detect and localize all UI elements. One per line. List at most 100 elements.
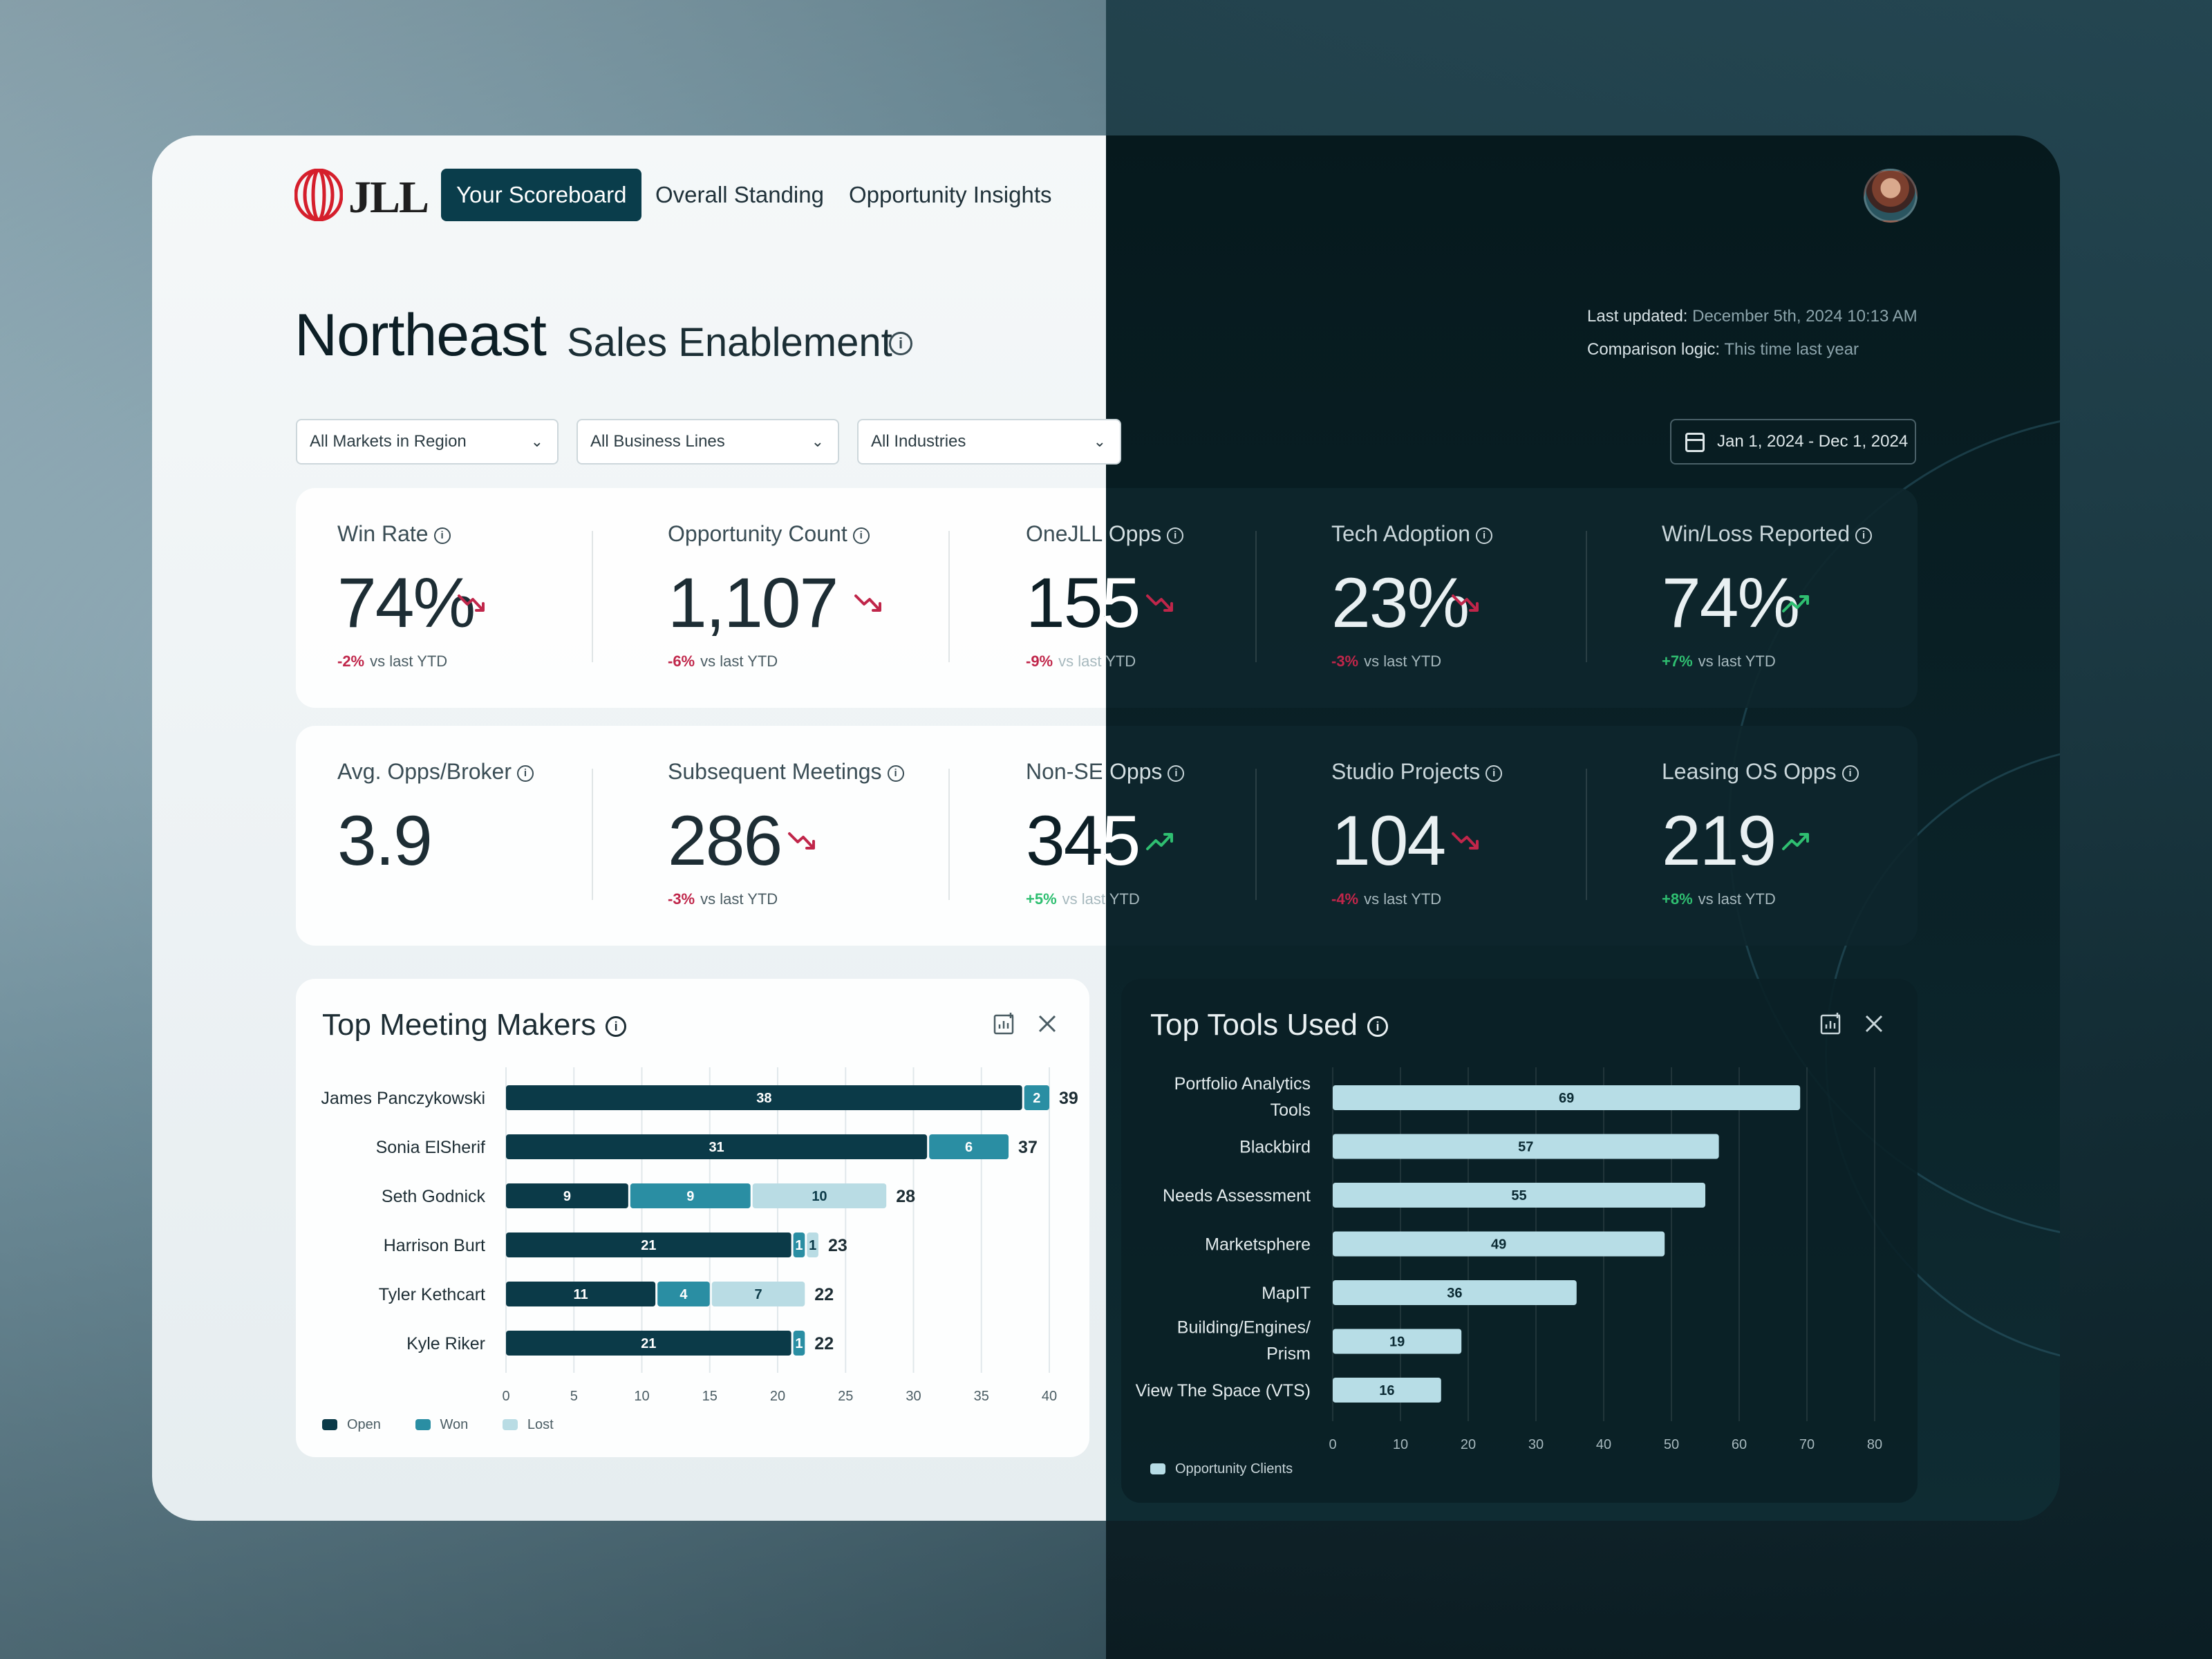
bar-segment-lost[interactable] (752, 1183, 887, 1208)
stat-delta: +8% vs last YTD (1662, 890, 1776, 908)
info-icon[interactable]: i (1167, 527, 1184, 544)
chart-settings-icon[interactable] (993, 1012, 1016, 1035)
stat-divider (1255, 531, 1257, 662)
stat-label-text: Opportunity Count (668, 521, 847, 546)
info-icon[interactable]: i (1168, 765, 1185, 782)
bar-segment-open[interactable] (506, 1134, 928, 1159)
x-tick-label: 30 (906, 1389, 921, 1404)
stat-delta: +7% vs last YTD (1662, 653, 1776, 671)
bar-segment-won[interactable] (793, 1331, 805, 1356)
bar-total-label: 22 (814, 1285, 834, 1304)
info-icon[interactable]: i (889, 332, 912, 355)
bar-value-label: 19 (1389, 1335, 1405, 1350)
last-updated: Last updated: December 5th, 2024 10:13 A… (1587, 307, 1918, 326)
bar-segment-open[interactable] (506, 1183, 628, 1208)
user-avatar[interactable] (1864, 169, 1918, 223)
bar-segment-won[interactable] (630, 1183, 751, 1208)
tab-overall-standing[interactable]: Overall Standing (655, 182, 824, 207)
close-icon[interactable] (1035, 1012, 1059, 1035)
close-icon[interactable] (1862, 1012, 1886, 1035)
bar-value-label: 10 (812, 1189, 827, 1204)
bar[interactable] (1333, 1231, 1665, 1257)
bar-segment-open[interactable] (506, 1232, 791, 1257)
bar-value-label: 7 (754, 1287, 762, 1302)
date-range-picker[interactable]: Jan 1, 2024 - Dec 1, 2024 (1670, 419, 1916, 465)
stat-delta-label: vs last YTD (1364, 653, 1442, 670)
stat-delta-value: -6% (668, 653, 695, 670)
x-tick-label: 0 (502, 1389, 509, 1404)
info-icon[interactable]: i (1476, 527, 1493, 544)
info-icon[interactable]: i (1855, 527, 1873, 544)
markets-dropdown[interactable]: All Markets in Region ⌄ (296, 419, 559, 465)
x-tick-label: 30 (1528, 1437, 1544, 1449)
info-icon[interactable]: i (1485, 765, 1503, 782)
panel-title: Top Meeting Makers i (322, 1008, 627, 1042)
tab-opportunity-insights[interactable]: Opportunity Insights (849, 182, 1052, 207)
business-lines-dropdown[interactable]: All Business Lines ⌄ (577, 419, 839, 465)
bar[interactable] (1333, 1378, 1441, 1403)
info-icon[interactable]: i (852, 527, 870, 544)
bar-value-label: 49 (1491, 1237, 1506, 1253)
stat-delta-value: -3% (1331, 653, 1359, 670)
stat-value: 1,107 (668, 563, 838, 642)
comparison-value: This time last year (1724, 340, 1859, 359)
bar[interactable] (1333, 1280, 1577, 1305)
stat-card-win-loss-reported: Win/Loss Reported i 74% +7% vs last YTD (1662, 521, 1873, 670)
bar[interactable] (1333, 1329, 1462, 1354)
stat-card-subsequent-meetings: Subsequent Meetings i 286 -3% vs last YTD (668, 759, 904, 908)
category-label: Needs Assessment (1163, 1186, 1311, 1206)
bar-segment-won[interactable] (793, 1232, 805, 1257)
stat-value: 74% (337, 563, 476, 642)
stat-label: Studio Projects i (1331, 759, 1503, 785)
bar-value-label: 6 (965, 1140, 973, 1155)
trend-up-icon (1146, 833, 1173, 850)
calendar-icon (1685, 433, 1705, 452)
info-icon[interactable]: i (887, 765, 904, 782)
x-tick-label: 40 (1596, 1437, 1611, 1449)
info-icon[interactable]: i (516, 765, 534, 782)
trend-up-icon (1782, 833, 1809, 850)
bar-segment-lost[interactable] (807, 1232, 818, 1257)
bar-segment-open[interactable] (506, 1282, 656, 1306)
bar-segment-lost[interactable] (711, 1282, 805, 1306)
bar-value-label: 2 (1033, 1091, 1040, 1106)
stat-delta-value: +8% (1662, 890, 1693, 908)
category-label: James Panczykowski (321, 1089, 485, 1108)
bar-value-label: 11 (573, 1287, 588, 1302)
stat-divider (1255, 769, 1257, 900)
industries-dropdown[interactable]: All Industries ⌄ (857, 419, 1121, 465)
stat-card-studio-projects: Studio Projects i 104 -4% vs last YTD (1331, 759, 1503, 908)
bar-segment-won[interactable] (929, 1134, 1009, 1159)
bar-segment-won[interactable] (1024, 1085, 1049, 1110)
x-tick-label: 10 (1393, 1437, 1408, 1449)
bar-segment-open[interactable] (506, 1331, 791, 1356)
stat-card-leasing-os-opps: Leasing OS Opps i 219 +8% vs last YTD (1662, 759, 1859, 908)
info-icon[interactable]: i (606, 1016, 627, 1037)
bar-segment-won[interactable] (657, 1282, 710, 1306)
stat-divider (592, 769, 593, 900)
bar[interactable] (1333, 1183, 1705, 1208)
x-tick-label: 35 (974, 1389, 989, 1404)
chart-legend: Open Won Lost (322, 1417, 584, 1433)
info-icon[interactable]: i (433, 527, 451, 544)
category-label: Kyle Riker (406, 1334, 485, 1353)
x-tick-label: 15 (702, 1389, 718, 1404)
bar[interactable] (1333, 1085, 1801, 1110)
x-tick-label: 5 (570, 1389, 578, 1404)
info-icon[interactable]: i (1367, 1016, 1389, 1037)
stat-label-text: Avg. Opps/Broker (337, 759, 512, 784)
bar-total-label: 22 (814, 1334, 834, 1353)
panel-title-text: Top Meeting Makers (322, 1008, 597, 1042)
category-label: Harrison Burt (384, 1236, 485, 1255)
tab-your-scoreboard[interactable]: Your Scoreboard (441, 169, 642, 221)
trend-down-icon (854, 594, 881, 612)
chart-settings-icon[interactable] (1819, 1012, 1843, 1035)
jll-logo[interactable]: JLL (294, 169, 429, 223)
stat-label-text: Leasing OS Opps (1662, 759, 1837, 784)
bar-segment-open[interactable] (506, 1085, 1022, 1110)
trend-down-icon (458, 594, 485, 612)
last-updated-label: Last updated: (1587, 307, 1688, 326)
info-icon[interactable]: i (1841, 765, 1859, 782)
top-tools-used-panel: Top Tools Used i 0 10 20 30 40 50 60 70 80 Portfol… (1121, 979, 1918, 1503)
bar[interactable] (1333, 1134, 1719, 1159)
